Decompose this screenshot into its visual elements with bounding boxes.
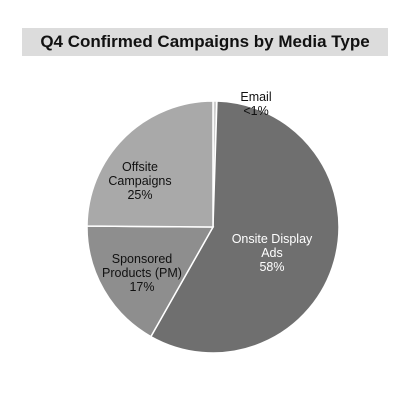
value-label: 58% [259,260,285,274]
value-label: 25% [127,188,153,202]
slice-label: Onsite Display Ads 58% [230,232,314,274]
category-label: Offsite Campaigns [108,160,172,188]
pie-slice [86,225,215,338]
slice-label: Email <1% [214,90,298,118]
pie-slice [149,100,340,354]
slice-label: Sponsored Products (PM) 17% [100,252,184,294]
value-label: 17% [129,280,155,294]
chart-title: Q4 Confirmed Campaigns by Media Type [22,28,388,56]
slice-label: Offsite Campaigns 25% [98,160,182,202]
pie-slice [86,100,214,228]
category-label: Email [240,90,272,104]
value-label: <1% [243,104,269,118]
category-label: Onsite Display Ads [231,232,313,260]
category-label: Sponsored Products (PM) [102,252,182,280]
